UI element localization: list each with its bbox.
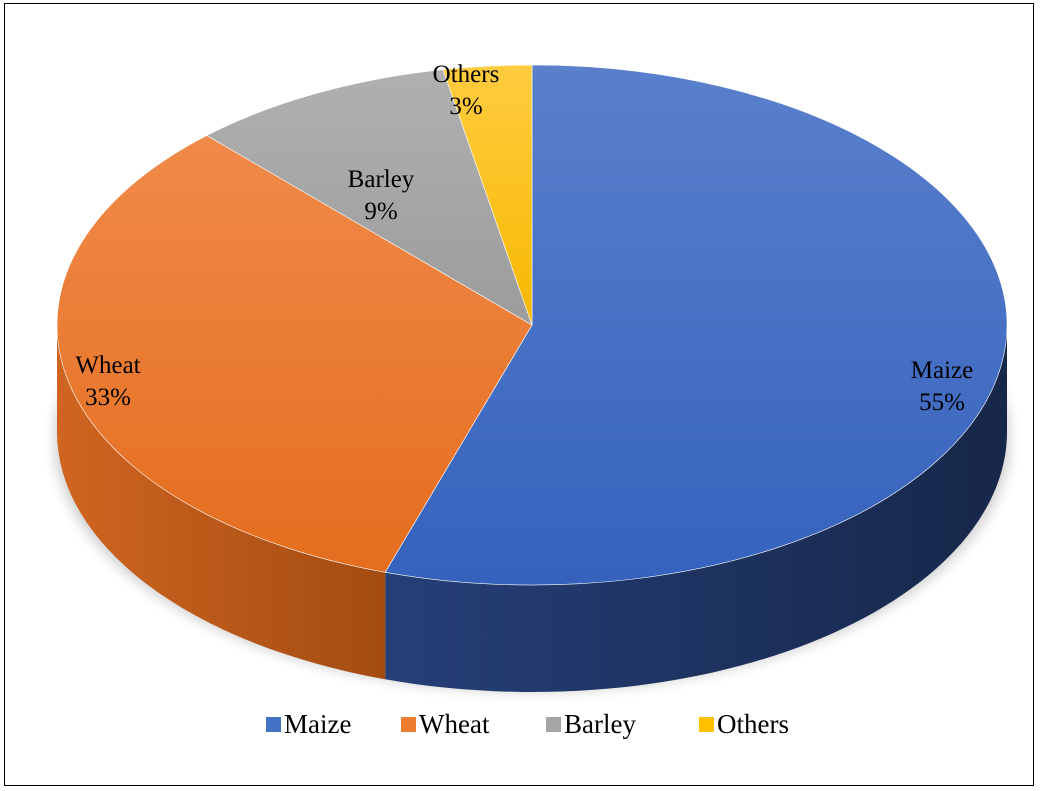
legend-swatch-maize	[266, 717, 281, 732]
pie-slice-others	[442, 64, 533, 326]
data-label-others-value: 3%	[449, 93, 482, 120]
pie-side-maize	[385, 325, 1007, 693]
pie-slice-barley	[206, 69, 533, 326]
data-label-barley-name: Barley	[348, 166, 415, 193]
legend-label-wheat: Wheat	[419, 709, 490, 739]
legend-swatch-wheat	[401, 717, 416, 732]
pie-slice-wheat	[56, 135, 533, 573]
data-label-others-name: Others	[433, 61, 500, 88]
data-label-barley-value: 9%	[364, 198, 397, 225]
legend-label-others: Others	[717, 709, 789, 739]
data-label-wheat-name: Wheat	[75, 352, 140, 379]
legend-label-maize: Maize	[284, 709, 351, 739]
legend-label-barley: Barley	[564, 709, 636, 739]
data-label-maize-value: 55%	[919, 389, 965, 416]
data-label-wheat-value: 33%	[85, 384, 131, 411]
data-label-maize-name: Maize	[911, 357, 973, 384]
pie-slice-maize	[384, 64, 1008, 586]
pie-side-wheat	[57, 325, 386, 680]
legend-swatch-barley	[546, 717, 561, 732]
legend-swatch-others	[699, 717, 714, 732]
